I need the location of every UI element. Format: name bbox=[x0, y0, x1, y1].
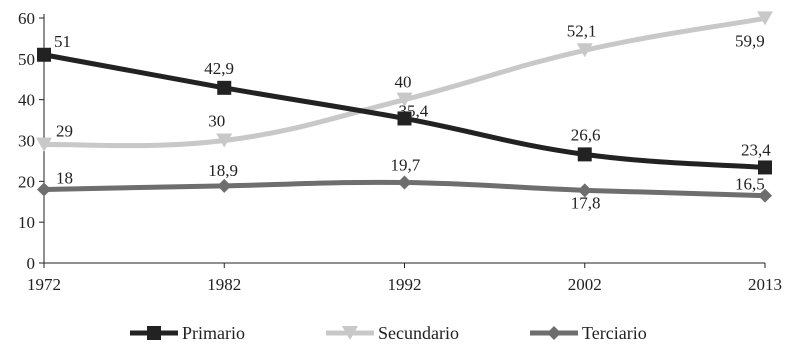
point-secundario bbox=[757, 11, 773, 26]
data-label-terciario: 18 bbox=[56, 169, 73, 188]
data-label-secundario: 52,1 bbox=[567, 21, 597, 40]
point-primario bbox=[758, 160, 772, 175]
data-label-primario: 23,4 bbox=[741, 140, 771, 159]
y-tick-label: 60 bbox=[18, 9, 35, 28]
data-label-terciario: 19,7 bbox=[391, 156, 421, 175]
point-terciario bbox=[397, 175, 412, 190]
y-tick-label: 50 bbox=[18, 50, 35, 69]
point-terciario bbox=[37, 182, 51, 197]
point-terciario bbox=[577, 183, 592, 198]
y-tick-label: 20 bbox=[18, 172, 35, 191]
x-tick-label: 1992 bbox=[388, 275, 422, 294]
x-tick-label: 2013 bbox=[748, 275, 782, 294]
point-primario bbox=[217, 80, 232, 95]
point-secundario bbox=[216, 133, 233, 148]
series-layer bbox=[36, 11, 773, 203]
point-secundario bbox=[36, 137, 52, 152]
legend-label-terciario: Terciario bbox=[582, 323, 647, 343]
data-label-primario: 42,9 bbox=[204, 59, 234, 78]
data-label-secundario: 40 bbox=[395, 73, 412, 92]
legend-item-secundario: Secundario bbox=[326, 323, 459, 343]
legend: Primario Secundario Terciario bbox=[130, 323, 647, 343]
data-label-secundario: 29 bbox=[56, 122, 73, 141]
legend-marker-terciario bbox=[547, 326, 561, 340]
x-tick-label: 2002 bbox=[568, 275, 602, 294]
data-label-secundario: 59,9 bbox=[735, 31, 765, 50]
data-label-terciario: 16,5 bbox=[735, 175, 765, 194]
y-tick-label: 10 bbox=[18, 213, 35, 232]
x-tick-label: 1972 bbox=[27, 275, 61, 294]
axes-layer: 0 10 20 30 40 50 60 1972 1982 1992 2002 2013 bbox=[18, 9, 782, 294]
legend-label-secundario: Secundario bbox=[378, 323, 459, 343]
point-terciario bbox=[758, 188, 772, 203]
data-label-primario: 26,6 bbox=[571, 125, 601, 144]
point-secundario bbox=[576, 43, 593, 58]
y-tick-label: 40 bbox=[18, 91, 35, 110]
y-tick-label: 30 bbox=[18, 132, 35, 151]
legend-item-primario: Primario bbox=[130, 323, 245, 343]
data-label-terciario: 18,9 bbox=[208, 161, 238, 180]
legend-marker-secundario bbox=[342, 326, 358, 340]
data-label-primario: 51 bbox=[54, 32, 71, 51]
legend-label-primario: Primario bbox=[182, 323, 245, 343]
point-terciario bbox=[217, 178, 232, 193]
data-label-terciario: 17,8 bbox=[571, 193, 601, 212]
x-tick-label: 1982 bbox=[207, 275, 241, 294]
legend-item-terciario: Terciario bbox=[530, 323, 647, 343]
data-label-secundario: 30 bbox=[208, 112, 225, 131]
data-label-primario: 35,4 bbox=[399, 101, 429, 120]
y-tick-label: 0 bbox=[27, 254, 36, 273]
point-primario bbox=[397, 111, 412, 126]
point-primario bbox=[577, 147, 592, 162]
data-labels-layer: 29 30 40 52,1 59,9 18 18,9 19,7 17,8 16,5 51 42,9 35… bbox=[54, 21, 771, 212]
point-primario bbox=[37, 47, 51, 62]
point-secundario bbox=[396, 92, 413, 107]
legend-marker-primario bbox=[147, 326, 161, 340]
